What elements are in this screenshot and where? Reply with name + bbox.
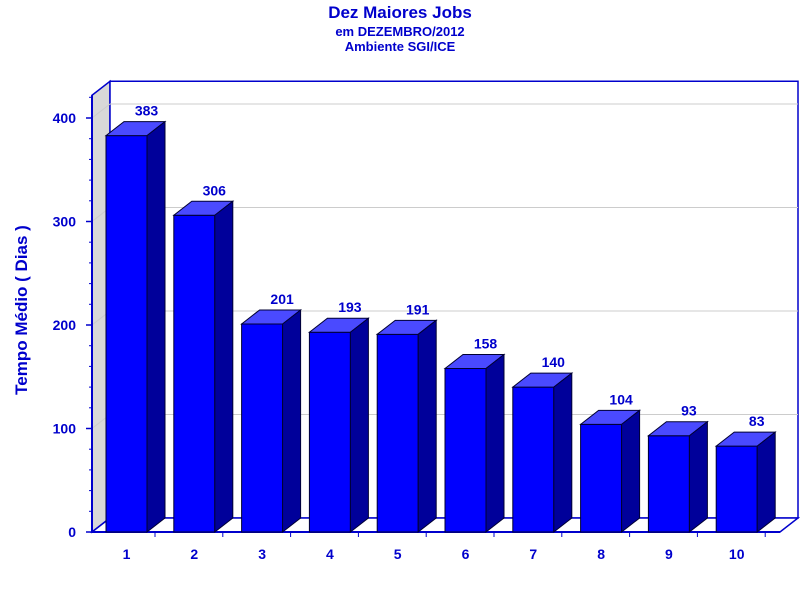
bar [240, 308, 303, 534]
data-label: 93 [681, 403, 697, 419]
bar [646, 420, 709, 534]
bar-front [241, 323, 284, 533]
chart-titles: Dez Maiores Jobs em DEZEMBRO/2012 Ambien… [0, 0, 800, 54]
bar-side [621, 409, 641, 534]
x-tick-label: 3 [258, 546, 266, 562]
bar [172, 200, 235, 534]
x-tick-label: 5 [394, 546, 402, 562]
bar-side [349, 317, 369, 534]
bar [104, 120, 167, 534]
bar-front [647, 435, 690, 533]
bar-front [580, 423, 623, 533]
y-tick-label: 300 [53, 214, 77, 230]
bar-side [485, 353, 505, 534]
data-label: 158 [474, 335, 498, 351]
x-tick-label: 4 [326, 546, 334, 562]
bar-side [282, 308, 302, 534]
chart-subtitle: em DEZEMBRO/2012 [335, 24, 465, 39]
bars [104, 120, 777, 534]
bar-side [756, 431, 776, 534]
bar-front [715, 445, 758, 533]
data-label: 201 [270, 291, 294, 307]
bar [375, 319, 438, 534]
bar [443, 353, 506, 534]
x-tick-label: 7 [529, 546, 537, 562]
bar-front [173, 214, 216, 533]
data-labels: 383 306 201 193 191 158 140 104 93 83 [135, 103, 765, 430]
x-tick-label: 8 [597, 546, 605, 562]
bar-side [688, 420, 708, 534]
bar [714, 431, 777, 534]
data-label: 104 [609, 391, 633, 407]
x-tick-label: 10 [729, 546, 745, 562]
y-tick-label: 200 [53, 317, 77, 333]
chart-title: Dez Maiores Jobs [328, 3, 472, 22]
y-tick-label: 100 [53, 421, 77, 437]
data-label: 191 [406, 301, 430, 317]
x-tick-label: 2 [190, 546, 198, 562]
data-label: 383 [135, 103, 159, 119]
data-label: 83 [749, 413, 765, 429]
bar-front [376, 333, 419, 533]
bar-side [214, 200, 234, 534]
bar-front [512, 386, 555, 533]
x-tick-label: 9 [665, 546, 673, 562]
y-tick-label: 0 [68, 524, 76, 540]
bar-front [105, 135, 148, 533]
data-label: 140 [542, 354, 566, 370]
data-label: 193 [338, 299, 362, 315]
x-tick-label: 1 [123, 546, 131, 562]
bar-side [146, 120, 166, 534]
bar-side [417, 319, 437, 534]
bar-front [444, 367, 487, 533]
bar [579, 409, 642, 534]
data-label: 306 [203, 182, 227, 198]
chart-subtitle-2: Ambiente SGI/ICE [344, 39, 456, 54]
y-tick-label: 400 [53, 110, 77, 126]
bar-side [553, 372, 573, 534]
bar [307, 317, 370, 534]
bar-front [308, 331, 351, 533]
gridline-side [91, 103, 111, 119]
bar [511, 372, 574, 534]
x-tick-label: 6 [462, 546, 470, 562]
